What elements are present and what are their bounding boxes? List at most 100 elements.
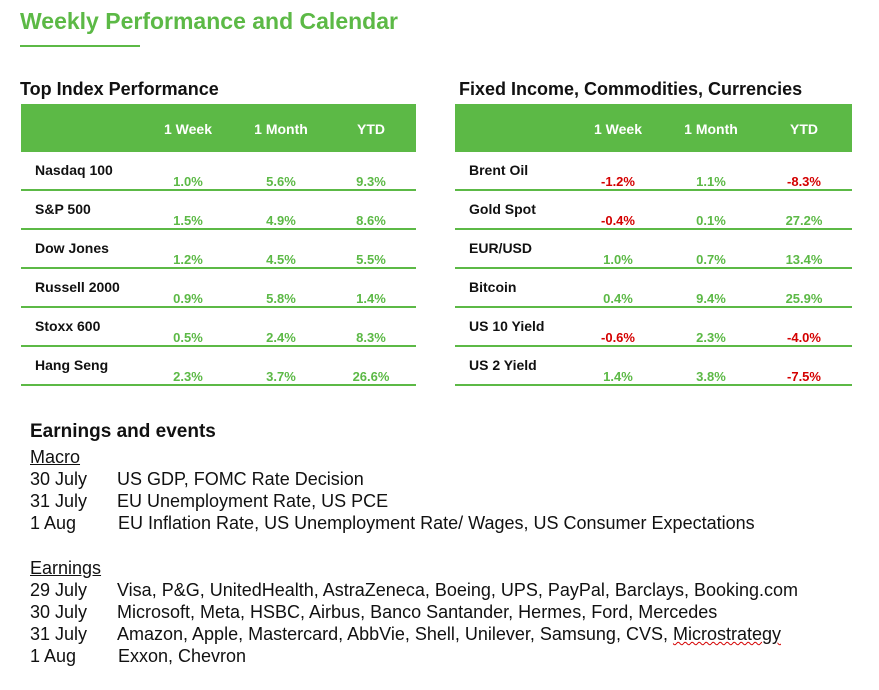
- cell-week: 1.4%: [603, 369, 633, 384]
- event-text: Visa, P&G, UnitedHealth, AstraZeneca, Bo…: [117, 580, 799, 600]
- table-row: Gold Spot -0.4% 0.1% 27.2%: [455, 191, 852, 230]
- cell-week: 2.3%: [173, 369, 203, 384]
- cell-ytd: 5.5%: [356, 252, 386, 267]
- event-date: 30 July: [30, 602, 88, 622]
- event-text: Exxon, Chevron: [118, 646, 247, 666]
- earnings-event: 30 July Microsoft, Meta, HSBC, Airbus, B…: [30, 602, 870, 624]
- table-header: 1 Week 1 Month YTD: [21, 104, 416, 152]
- earnings-event: 29 July Visa, P&G, UnitedHealth, AstraZe…: [30, 580, 870, 602]
- event-text: Amazon, Apple, Mastercard, AbbVie, Shell…: [117, 624, 781, 645]
- row-label: Russell 2000: [35, 279, 120, 295]
- page-title: Weekly Performance and Calendar: [20, 8, 398, 34]
- macro-event: 31 July EU Unemployment Rate, US PCE: [30, 491, 870, 513]
- table-row: Stoxx 600 0.5% 2.4% 8.3%: [21, 308, 416, 347]
- row-label: Brent Oil: [469, 162, 529, 178]
- cell-ytd: 13.4%: [785, 252, 823, 267]
- row-label: EUR/USD: [469, 240, 533, 256]
- column-header-ytd: YTD: [357, 121, 385, 137]
- cell-month: 0.1%: [696, 213, 726, 228]
- right-table-heading: Fixed Income, Commodities, Currencies: [459, 79, 803, 99]
- macro-event: 30 July US GDP, FOMC Rate Decision: [30, 469, 870, 491]
- row-label: S&P 500: [35, 201, 91, 217]
- event-text-main: Amazon, Apple, Mastercard, AbbVie, Shell…: [117, 624, 673, 644]
- cell-ytd: 1.4%: [356, 291, 386, 306]
- cell-ytd: 25.9%: [785, 291, 823, 306]
- cell-ytd: 9.3%: [356, 174, 386, 189]
- cell-week: 0.4%: [603, 291, 633, 306]
- column-header-ytd: YTD: [790, 121, 818, 137]
- cell-month: 4.9%: [266, 213, 296, 228]
- cell-week: 1.5%: [173, 213, 203, 228]
- event-text: Microsoft, Meta, HSBC, Airbus, Banco San…: [117, 602, 718, 622]
- event-text: EU Inflation Rate, US Unemployment Rate/…: [118, 513, 755, 533]
- table-row: Nasdaq 100 1.0% 5.6% 9.3%: [21, 152, 416, 191]
- cell-week: 1.2%: [173, 252, 203, 267]
- table-header: 1 Week 1 Month YTD: [455, 104, 852, 152]
- left-table-heading: Top Index Performance: [20, 79, 219, 99]
- table-row: EUR/USD 1.0% 0.7% 13.4%: [455, 230, 852, 269]
- cell-ytd: 27.2%: [785, 213, 823, 228]
- cell-month: 2.4%: [266, 330, 296, 345]
- row-label: US 2 Yield: [469, 357, 537, 373]
- cell-month: 5.8%: [266, 291, 296, 306]
- column-header-1-month: 1 Month: [684, 121, 738, 137]
- event-text: US GDP, FOMC Rate Decision: [117, 469, 364, 489]
- fixed-income-table: 1 Week 1 Month YTD Brent Oil -1.2% 1.1% -8.…: [455, 104, 852, 386]
- earnings-event: 1 Aug Exxon, Chevron: [30, 646, 870, 668]
- cell-ytd: 8.6%: [356, 213, 386, 228]
- cell-month: 4.5%: [266, 252, 296, 267]
- title-underline: [20, 45, 140, 47]
- row-label: Bitcoin: [469, 279, 517, 295]
- cell-ytd: -8.3%: [787, 174, 821, 189]
- row-label: Gold Spot: [469, 201, 536, 217]
- macro-label: Macro: [30, 447, 81, 467]
- row-label: US 10 Yield: [469, 318, 545, 334]
- event-date: 1 Aug: [30, 513, 77, 533]
- table-row: US 10 Yield -0.6% 2.3% -4.0%: [455, 308, 852, 347]
- cell-ytd: 26.6%: [352, 369, 390, 384]
- cell-month: 3.7%: [266, 369, 296, 384]
- cell-week: 1.0%: [173, 174, 203, 189]
- cell-month: 1.1%: [696, 174, 726, 189]
- cell-ytd: -7.5%: [787, 369, 821, 384]
- cell-week: -0.4%: [601, 213, 635, 228]
- column-header-1-week: 1 Week: [164, 121, 212, 137]
- cell-ytd: 8.3%: [356, 330, 386, 345]
- event-date: 1 Aug: [30, 646, 77, 666]
- table-row: Russell 2000 0.9% 5.8% 1.4%: [21, 269, 416, 308]
- cell-week: 1.0%: [603, 252, 633, 267]
- cell-month: 3.8%: [696, 369, 726, 384]
- table-row: S&P 500 1.5% 4.9% 8.6%: [21, 191, 416, 230]
- earnings-event: 31 July Amazon, Apple, Mastercard, AbbVi…: [30, 624, 870, 646]
- column-header-1-week: 1 Week: [594, 121, 642, 137]
- cell-week: -0.6%: [601, 330, 635, 345]
- row-label: Dow Jones: [35, 240, 109, 256]
- cell-week: 0.9%: [173, 291, 203, 306]
- row-label: Hang Seng: [35, 357, 109, 373]
- spellcheck-flagged-word: Microstrategy: [672, 624, 781, 644]
- event-date: 31 July: [30, 491, 88, 511]
- event-text: EU Unemployment Rate, US PCE: [117, 491, 389, 511]
- cell-month: 0.7%: [696, 252, 726, 267]
- event-date: 30 July: [30, 469, 88, 489]
- cell-month: 9.4%: [696, 291, 726, 306]
- macro-event: 1 Aug EU Inflation Rate, US Unemployment…: [30, 513, 870, 535]
- event-date: 31 July: [30, 624, 88, 644]
- cell-month: 2.3%: [696, 330, 726, 345]
- row-label: Stoxx 600: [35, 318, 101, 334]
- cell-week: -1.2%: [601, 174, 635, 189]
- events-heading: Earnings and events: [30, 421, 216, 442]
- table-row: Bitcoin 0.4% 9.4% 25.9%: [455, 269, 852, 308]
- cell-week: 0.5%: [173, 330, 203, 345]
- table-row: US 2 Yield 1.4% 3.8% -7.5%: [455, 347, 852, 386]
- cell-ytd: -4.0%: [787, 330, 821, 345]
- column-header-1-month: 1 Month: [254, 121, 308, 137]
- row-label: Nasdaq 100: [35, 162, 113, 178]
- event-date: 29 July: [30, 580, 88, 600]
- earnings-and-events: Earnings and events Macro 30 July US GDP…: [30, 421, 870, 668]
- table-row: Hang Seng 2.3% 3.7% 26.6%: [21, 347, 416, 386]
- earnings-label: Earnings: [30, 558, 102, 578]
- table-row: Dow Jones 1.2% 4.5% 5.5%: [21, 230, 416, 269]
- table-row: Brent Oil -1.2% 1.1% -8.3%: [455, 152, 852, 191]
- cell-month: 5.6%: [266, 174, 296, 189]
